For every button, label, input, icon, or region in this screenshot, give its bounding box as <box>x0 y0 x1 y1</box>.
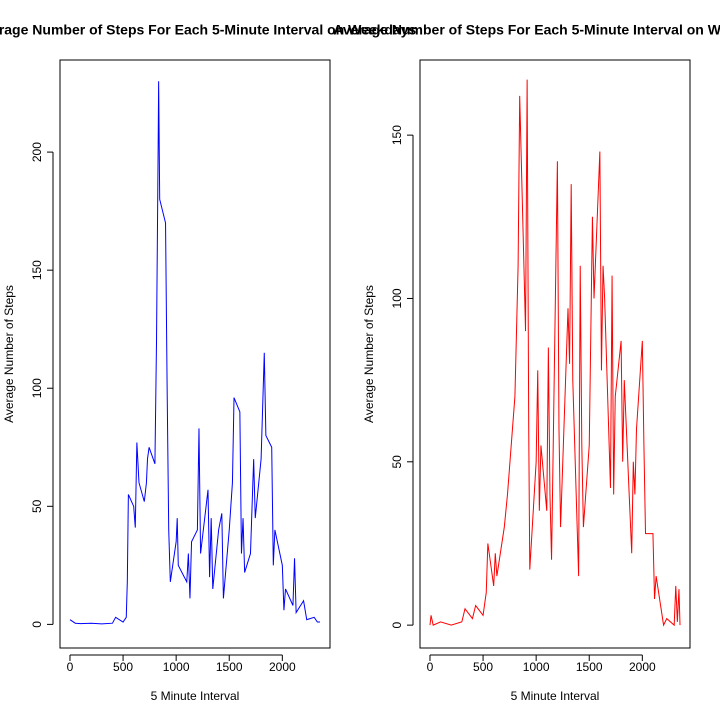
x-tick-label: 1000 <box>163 660 190 674</box>
data-line <box>69 81 321 625</box>
y-tick-label: 200 <box>30 142 44 162</box>
x-axis-label: 5 Minute Interval <box>151 689 240 703</box>
x-tick-label: 500 <box>113 660 133 674</box>
chart-title: Average Number of Steps For Each 5-Minut… <box>0 22 417 38</box>
x-tick-label: 2000 <box>629 660 656 674</box>
chart-title: Average Number of Steps For Each 5-Minut… <box>333 22 720 38</box>
y-tick-label: 50 <box>390 455 404 469</box>
x-tick-label: 2000 <box>269 660 296 674</box>
y-tick-label: 50 <box>30 499 44 513</box>
y-tick-label: 150 <box>390 125 404 145</box>
x-tick-label: 0 <box>427 660 434 674</box>
plot-frame <box>419 59 691 649</box>
x-tick-label: 1000 <box>523 660 550 674</box>
x-tick-label: 1500 <box>216 660 243 674</box>
y-tick-label: 100 <box>390 288 404 308</box>
y-tick-label: 150 <box>30 260 44 280</box>
y-axis-label: Average Number of Steps <box>362 285 376 423</box>
x-tick-label: 500 <box>473 660 493 674</box>
y-tick-label: 0 <box>30 621 44 628</box>
data-line <box>429 79 681 627</box>
y-axis-label: Average Number of Steps <box>2 285 16 423</box>
x-axis-label: 5 Minute Interval <box>511 689 600 703</box>
y-tick-label: 0 <box>390 621 404 628</box>
x-tick-label: 0 <box>67 660 74 674</box>
x-tick-label: 1500 <box>576 660 603 674</box>
plot-frame <box>59 59 331 649</box>
y-tick-label: 100 <box>30 378 44 398</box>
